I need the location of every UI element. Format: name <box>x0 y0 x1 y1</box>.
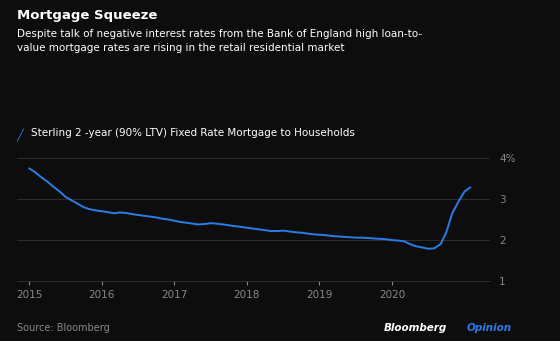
Text: Sterling 2 -year (90% LTV) Fixed Rate Mortgage to Households: Sterling 2 -year (90% LTV) Fixed Rate Mo… <box>31 128 354 138</box>
Text: Bloomberg: Bloomberg <box>384 324 447 333</box>
Text: Mortgage Squeeze: Mortgage Squeeze <box>17 9 157 21</box>
Text: Despite talk of negative interest rates from the Bank of England high loan-to-
v: Despite talk of negative interest rates … <box>17 29 422 53</box>
Text: ╱: ╱ <box>17 128 24 141</box>
Text: Opinion: Opinion <box>466 324 512 333</box>
Text: Source: Bloomberg: Source: Bloomberg <box>17 324 110 333</box>
